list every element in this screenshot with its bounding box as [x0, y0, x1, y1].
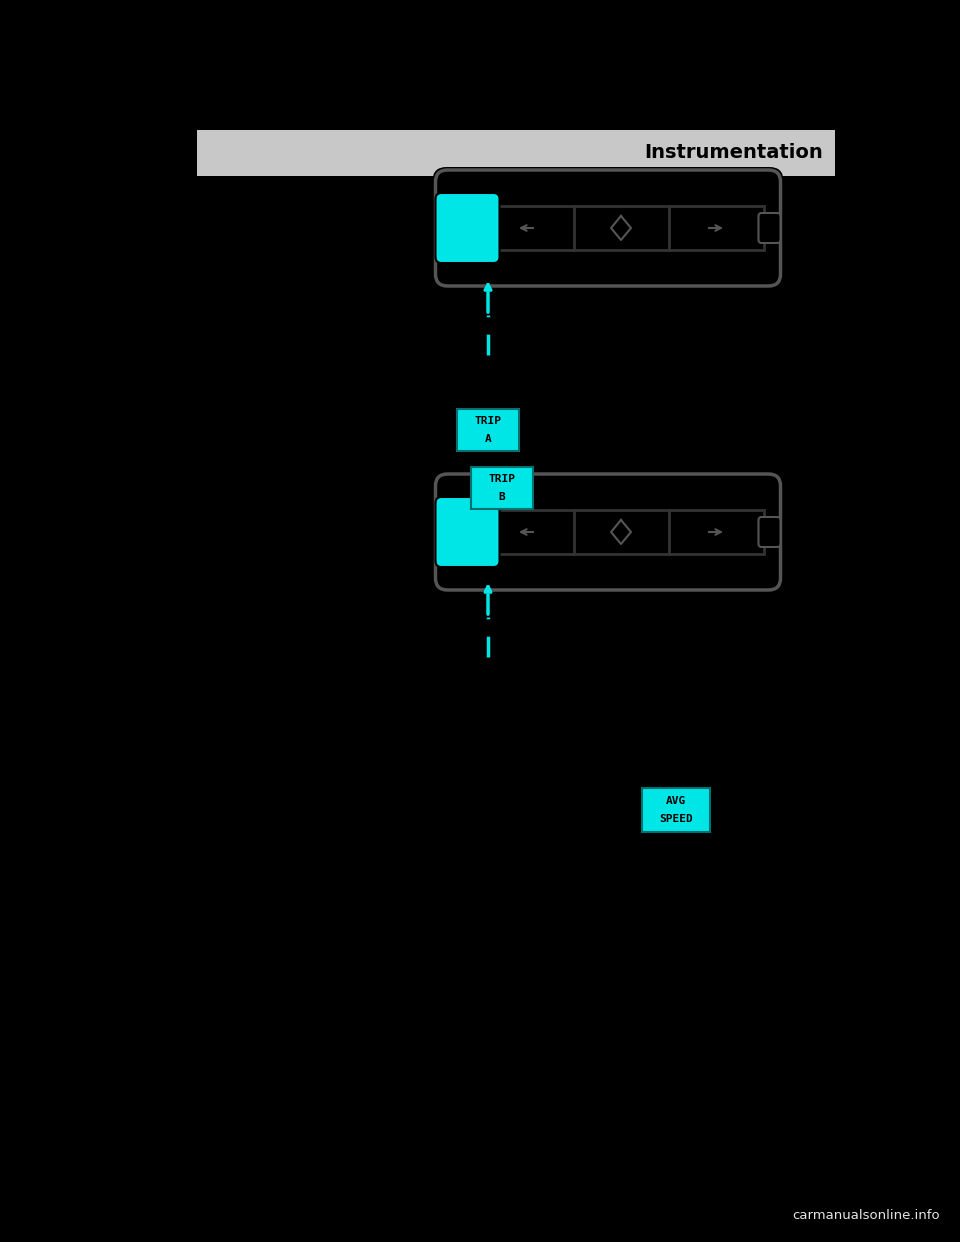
Text: TRIP: TRIP: [474, 416, 501, 426]
Text: B: B: [498, 492, 505, 502]
FancyBboxPatch shape: [457, 409, 519, 451]
Text: TRIP: TRIP: [489, 474, 516, 484]
Text: Instrumentation: Instrumentation: [644, 144, 823, 163]
FancyBboxPatch shape: [478, 206, 763, 250]
Text: A: A: [485, 433, 492, 443]
FancyBboxPatch shape: [433, 166, 783, 289]
FancyBboxPatch shape: [642, 787, 710, 832]
FancyBboxPatch shape: [471, 467, 533, 509]
FancyBboxPatch shape: [433, 471, 783, 592]
Text: carmanualsonline.info: carmanualsonline.info: [792, 1208, 940, 1222]
FancyBboxPatch shape: [436, 474, 780, 590]
FancyBboxPatch shape: [436, 170, 780, 286]
Text: AVG: AVG: [666, 796, 686, 806]
FancyBboxPatch shape: [436, 193, 499, 263]
FancyBboxPatch shape: [758, 212, 780, 243]
FancyBboxPatch shape: [758, 517, 780, 546]
FancyBboxPatch shape: [436, 497, 499, 568]
FancyBboxPatch shape: [197, 130, 835, 176]
Text: SPEED: SPEED: [660, 814, 693, 823]
FancyBboxPatch shape: [478, 510, 763, 554]
